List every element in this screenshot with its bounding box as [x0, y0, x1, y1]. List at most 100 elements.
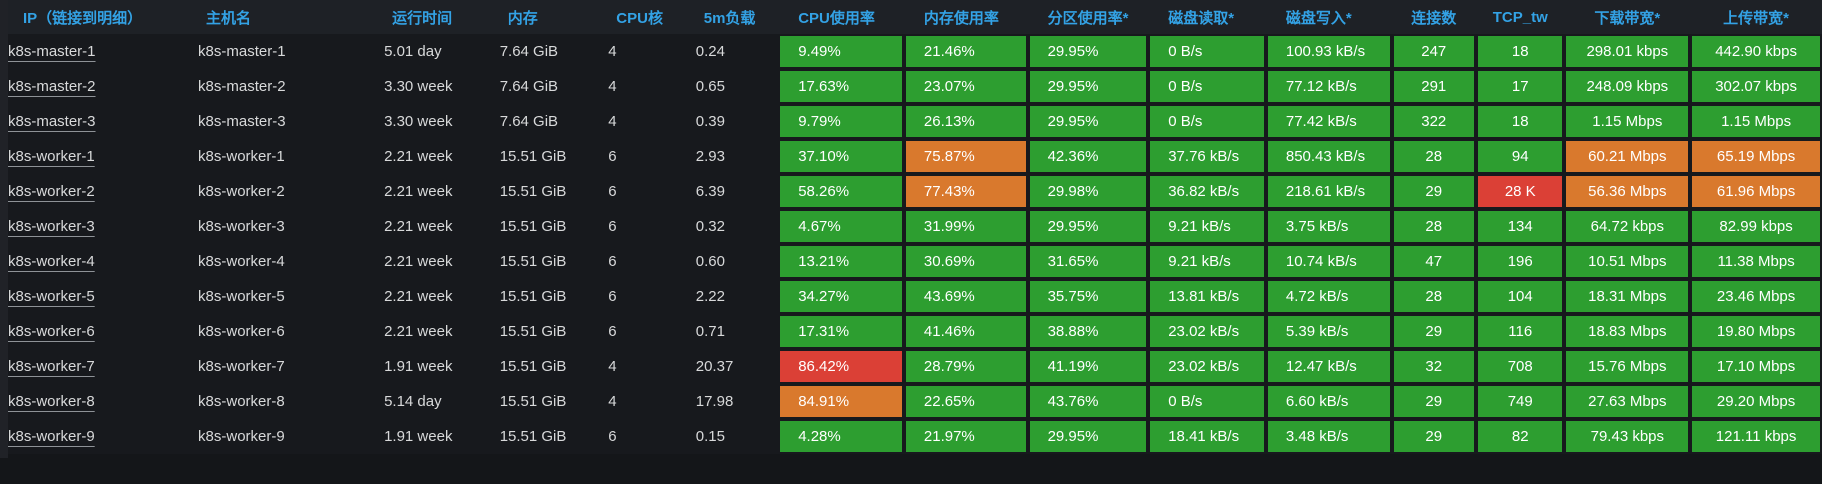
column-header-load5m[interactable]: 5m负载	[695, 0, 779, 34]
node-detail-link[interactable]: k8s-worker-8	[8, 393, 95, 410]
metric-upload_bw: 121.11 kbps	[1692, 421, 1820, 452]
metric-connections: 32	[1393, 351, 1474, 382]
metric-partition_usage: 35.75%	[1029, 281, 1147, 312]
cell-download_bw: 56.36 Mbps	[1564, 174, 1690, 209]
table-row: k8s-worker-2 k8s-worker-2 2.21 week 15.51 G…	[8, 174, 1822, 209]
metric-cpu_usage: 17.63%	[780, 71, 902, 102]
cell-mem_usage: 21.46%	[904, 34, 1028, 69]
cell-download_bw: 79.43 kbps	[1564, 419, 1690, 454]
node-detail-link[interactable]: k8s-worker-3	[8, 218, 95, 235]
cell-upload_bw: 17.10 Mbps	[1690, 349, 1822, 384]
metric-partition_usage: 29.95%	[1029, 71, 1147, 102]
cell-cpu_usage: 13.21%	[778, 244, 904, 279]
cell-connections: 29	[1392, 314, 1476, 349]
column-header-ip[interactable]: IP（链接到明细）	[8, 0, 199, 34]
column-header-cpu-usage[interactable]: CPU使用率	[778, 0, 904, 34]
cell-partition_usage: 29.98%	[1028, 174, 1149, 209]
cell-uptime: 3.30 week	[384, 78, 453, 95]
cell-hostname: k8s-worker-6	[198, 323, 285, 340]
cell-disk_write: 10.74 kB/s	[1266, 244, 1392, 279]
cell-cpu_usage: 34.27%	[778, 279, 904, 314]
column-header-disk-read[interactable]: 磁盘读取*	[1148, 0, 1266, 34]
cell-disk_write: 12.47 kB/s	[1266, 349, 1392, 384]
metric-upload_bw: 61.96 Mbps	[1692, 176, 1820, 207]
cell-connections: 28	[1392, 279, 1476, 314]
metric-mem_usage: 21.97%	[905, 421, 1026, 452]
cell-uptime: 5.14 day	[384, 393, 442, 410]
column-header-upload-bw[interactable]: 上传带宽*	[1690, 0, 1822, 34]
cell-load5m: 0.65	[695, 78, 725, 95]
metric-disk_read: 23.02 kB/s	[1150, 351, 1264, 382]
cell-partition_usage: 29.95%	[1028, 69, 1149, 104]
node-detail-link[interactable]: k8s-worker-1	[8, 148, 95, 165]
column-header-tcp-tw[interactable]: TCP_tw	[1476, 0, 1565, 34]
cell-hostname: k8s-worker-2	[198, 183, 285, 200]
column-header-download-bw[interactable]: 下载带宽*	[1564, 0, 1691, 34]
metric-mem_usage: 31.99%	[905, 211, 1026, 242]
metric-download_bw: 15.76 Mbps	[1566, 351, 1689, 382]
cell-partition_usage: 35.75%	[1028, 279, 1149, 314]
metric-cpu_usage: 86.42%	[780, 351, 902, 382]
cell-load5m: 20.37	[695, 358, 734, 375]
node-detail-link[interactable]: k8s-worker-6	[8, 323, 95, 340]
column-header-connections[interactable]: 连接数	[1391, 0, 1476, 34]
node-detail-link[interactable]: k8s-master-2	[8, 78, 96, 95]
column-header-uptime[interactable]: 运行时间	[384, 0, 500, 34]
metric-disk_read: 13.81 kB/s	[1150, 281, 1264, 312]
node-detail-link[interactable]: k8s-worker-2	[8, 183, 95, 200]
node-detail-link[interactable]: k8s-master-1	[8, 43, 96, 60]
cell-cpu_usage: 4.28%	[778, 419, 904, 454]
cell-memory: 15.51 GiB	[499, 323, 567, 340]
metric-connections: 28	[1393, 211, 1474, 242]
metric-download_bw: 27.63 Mbps	[1566, 386, 1689, 417]
metric-download_bw: 298.01 kbps	[1566, 36, 1689, 67]
column-header-partition-usage[interactable]: 分区使用率*	[1027, 0, 1149, 34]
cell-memory: 15.51 GiB	[499, 358, 567, 375]
cell-memory: 15.51 GiB	[499, 218, 567, 235]
metric-download_bw: 248.09 kbps	[1566, 71, 1689, 102]
node-detail-link[interactable]: k8s-worker-9	[8, 428, 95, 445]
metric-mem_usage: 77.43%	[905, 176, 1026, 207]
cell-load5m: 0.60	[695, 253, 725, 270]
cell-partition_usage: 29.95%	[1028, 34, 1149, 69]
node-detail-link[interactable]: k8s-master-3	[8, 113, 96, 130]
cell-tcp_tw: 708	[1476, 349, 1564, 384]
column-header-mem-usage[interactable]: 内存使用率	[903, 0, 1028, 34]
cell-load5m: 0.32	[695, 218, 725, 235]
column-header-cpu-cores[interactable]: CPU核	[608, 0, 696, 34]
metric-disk_read: 0 B/s	[1150, 71, 1264, 102]
cell-disk_write: 3.48 kB/s	[1266, 419, 1392, 454]
cell-hostname: k8s-master-1	[198, 43, 286, 60]
metric-mem_usage: 26.13%	[905, 106, 1026, 137]
cell-hostname: k8s-worker-1	[198, 148, 285, 165]
panel-bottom-spacer	[8, 454, 1822, 484]
cell-cpu_usage: 58.26%	[778, 174, 904, 209]
cell-partition_usage: 31.65%	[1028, 244, 1149, 279]
node-detail-link[interactable]: k8s-worker-4	[8, 253, 95, 270]
node-detail-link[interactable]: k8s-worker-5	[8, 288, 95, 305]
panel-left-edge	[0, 0, 8, 458]
metric-connections: 322	[1393, 106, 1474, 137]
cell-memory: 7.64 GiB	[499, 43, 559, 60]
cell-download_bw: 18.83 Mbps	[1564, 314, 1690, 349]
metric-disk_read: 36.82 kB/s	[1150, 176, 1264, 207]
cell-memory: 15.51 GiB	[499, 288, 567, 305]
cell-tcp_tw: 104	[1476, 279, 1564, 314]
metric-disk_write: 4.72 kB/s	[1267, 281, 1390, 312]
cell-disk_write: 5.39 kB/s	[1266, 314, 1392, 349]
node-detail-link[interactable]: k8s-worker-7	[8, 358, 95, 375]
metric-cpu_usage: 37.10%	[780, 141, 902, 172]
column-header-disk-write[interactable]: 磁盘写入*	[1265, 0, 1392, 34]
cell-ip: k8s-master-3	[8, 104, 198, 139]
cell-uptime: 2.21 week	[384, 288, 453, 305]
cell-hostname: k8s-worker-3	[198, 218, 285, 235]
cell-cores: 6	[608, 288, 617, 305]
cell-disk_read: 0 B/s	[1148, 104, 1266, 139]
cell-cores: 4	[608, 78, 617, 95]
cell-ip: k8s-worker-9	[8, 419, 198, 454]
column-header-hostname[interactable]: 主机名	[198, 0, 385, 34]
column-header-memory[interactable]: 内存	[499, 0, 609, 34]
cell-disk_write: 77.12 kB/s	[1266, 69, 1392, 104]
metric-cpu_usage: 13.21%	[780, 246, 902, 277]
metric-connections: 28	[1393, 141, 1474, 172]
